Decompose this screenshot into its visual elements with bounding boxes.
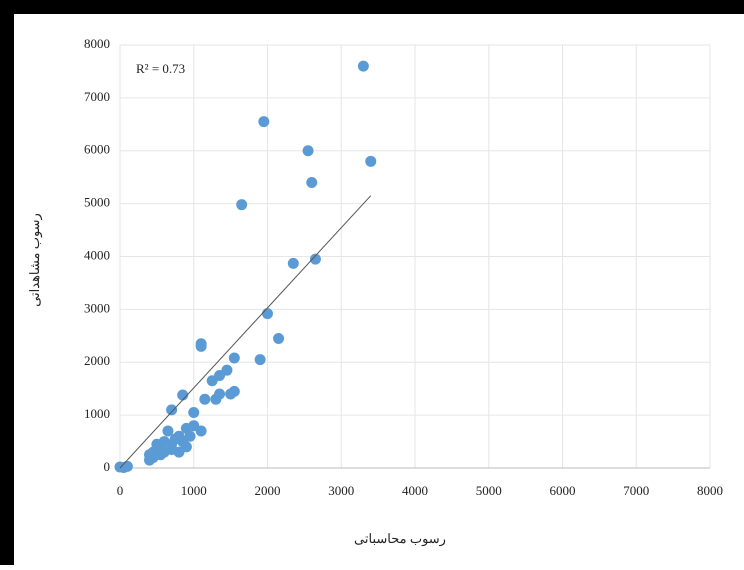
x-tick-label: 6000	[550, 483, 576, 498]
trendline	[119, 195, 372, 469]
point	[287, 257, 299, 269]
y-tick-label: 0	[104, 459, 111, 474]
point	[177, 389, 189, 401]
point	[184, 430, 196, 442]
point	[195, 425, 207, 437]
x-tick-label: 0	[117, 483, 124, 498]
point	[236, 199, 248, 211]
point	[302, 145, 314, 157]
y-tick-label: 4000	[84, 247, 110, 262]
point	[365, 155, 377, 167]
x-axis-label: رسوب محاسباتی	[354, 531, 446, 547]
x-tick-label: 5000	[476, 483, 502, 498]
x-tick-label: 8000	[697, 483, 723, 498]
point	[225, 388, 237, 400]
x-tick-label: 1000	[181, 483, 207, 498]
y-tick-label: 6000	[84, 142, 110, 157]
point	[166, 404, 178, 416]
x-tick-label: 4000	[402, 483, 428, 498]
point	[199, 393, 211, 405]
x-tick-label: 7000	[623, 483, 649, 498]
point	[162, 425, 174, 437]
y-tick-label: 5000	[84, 195, 110, 210]
point	[273, 332, 285, 344]
x-tick-label: 3000	[328, 483, 354, 498]
frame-left	[0, 0, 14, 565]
point	[309, 253, 321, 265]
y-tick-label: 3000	[84, 300, 110, 315]
point	[166, 443, 178, 455]
point	[206, 375, 218, 387]
point	[258, 116, 270, 128]
point	[262, 308, 273, 320]
point	[155, 449, 167, 461]
point	[357, 60, 369, 72]
point	[195, 340, 207, 352]
point	[151, 438, 163, 450]
point	[210, 393, 222, 405]
y-tick-label: 1000	[84, 406, 110, 421]
x-tick-label: 2000	[255, 483, 281, 498]
point	[180, 441, 192, 453]
point	[306, 176, 318, 188]
point	[228, 352, 240, 364]
y-tick-label: 8000	[84, 36, 110, 51]
annotation: R² = 0.73	[136, 61, 185, 76]
point	[188, 406, 200, 418]
point	[254, 354, 266, 366]
y-tick-label: 2000	[84, 353, 110, 368]
y-tick-label: 7000	[84, 89, 110, 104]
y-axis-label: رسوب مشاهداتی	[27, 213, 43, 307]
point	[121, 460, 133, 472]
frame-top	[0, 0, 744, 14]
